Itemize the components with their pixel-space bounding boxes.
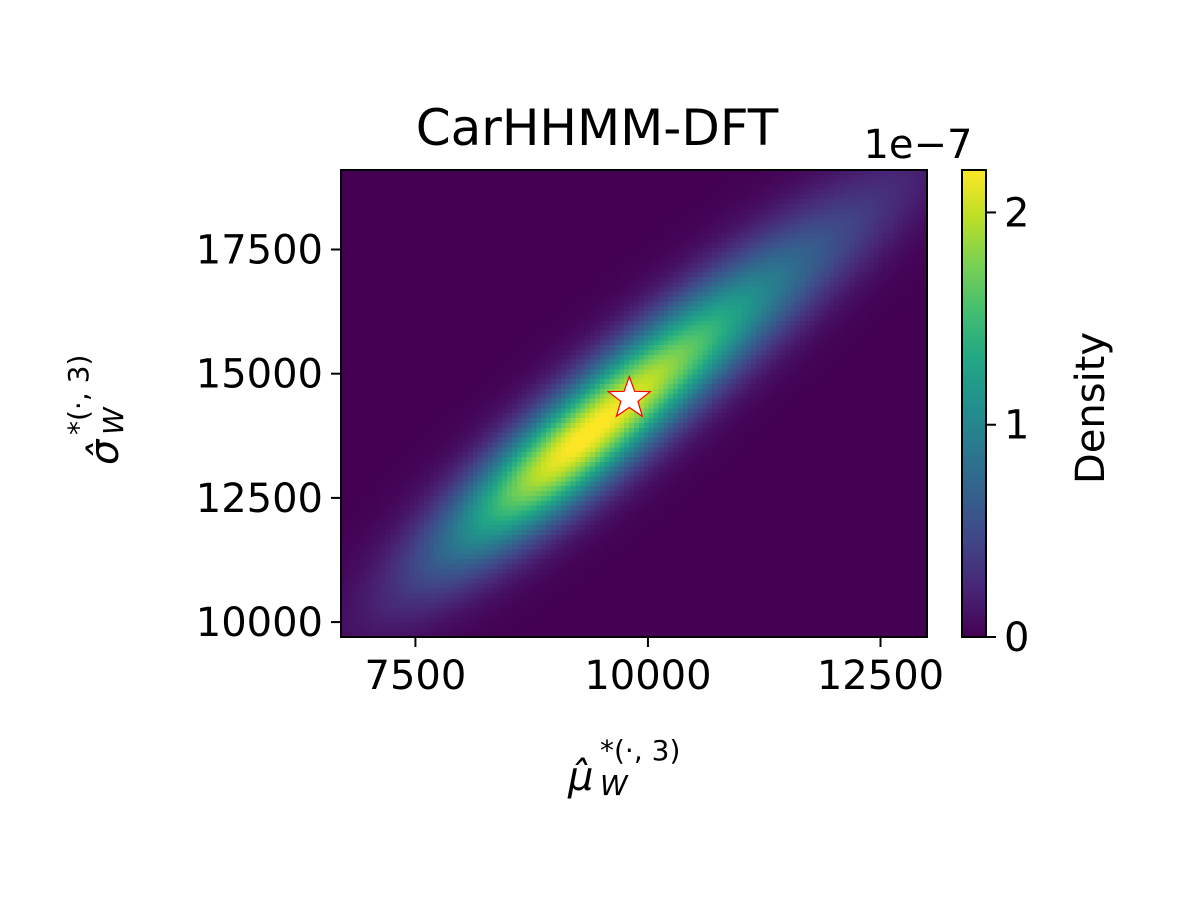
y-axis: 10000 12500 15000 17500 [196,227,341,646]
y-tick-label: 17500 [196,227,323,273]
svg-text:W: W [600,769,629,802]
colorbar-tick-label: 0 [1004,615,1029,661]
x-tick-label: 10000 [584,653,711,699]
svg-text:W: W [97,406,130,435]
colorbar-tick-label: 1 [1004,403,1029,449]
colorbar-axis: 0 1 2 [986,190,1029,661]
svg-text:μ̂: μ̂ [567,754,593,800]
y-tick-label: 12500 [196,476,323,522]
plot-frame [340,169,928,638]
chart-title: CarHHMM-DFT [416,99,779,157]
svg-text:*(·, 3): *(·, 3) [62,355,95,435]
svg-text:σ̂: σ̂ [82,438,128,465]
y-axis-label: σ̂ *(·, 3) W [62,355,130,465]
star-marker [606,374,652,418]
y-tick-label: 15000 [196,352,323,398]
x-tick-label: 12500 [817,653,944,699]
colorbar-label: Density [1068,332,1114,484]
svg-text:*(·, 3): *(·, 3) [600,734,680,767]
colorbar-tick-label: 2 [1004,190,1029,236]
y-tick-label: 10000 [196,600,323,646]
x-tick-label: 7500 [365,653,467,699]
colorbar [961,169,987,638]
x-axis: 7500 10000 12500 [365,637,944,699]
colorbar-scale-note: 1e−7 [863,122,972,168]
x-axis-label: μ̂ *(·, 3) W [567,734,680,802]
